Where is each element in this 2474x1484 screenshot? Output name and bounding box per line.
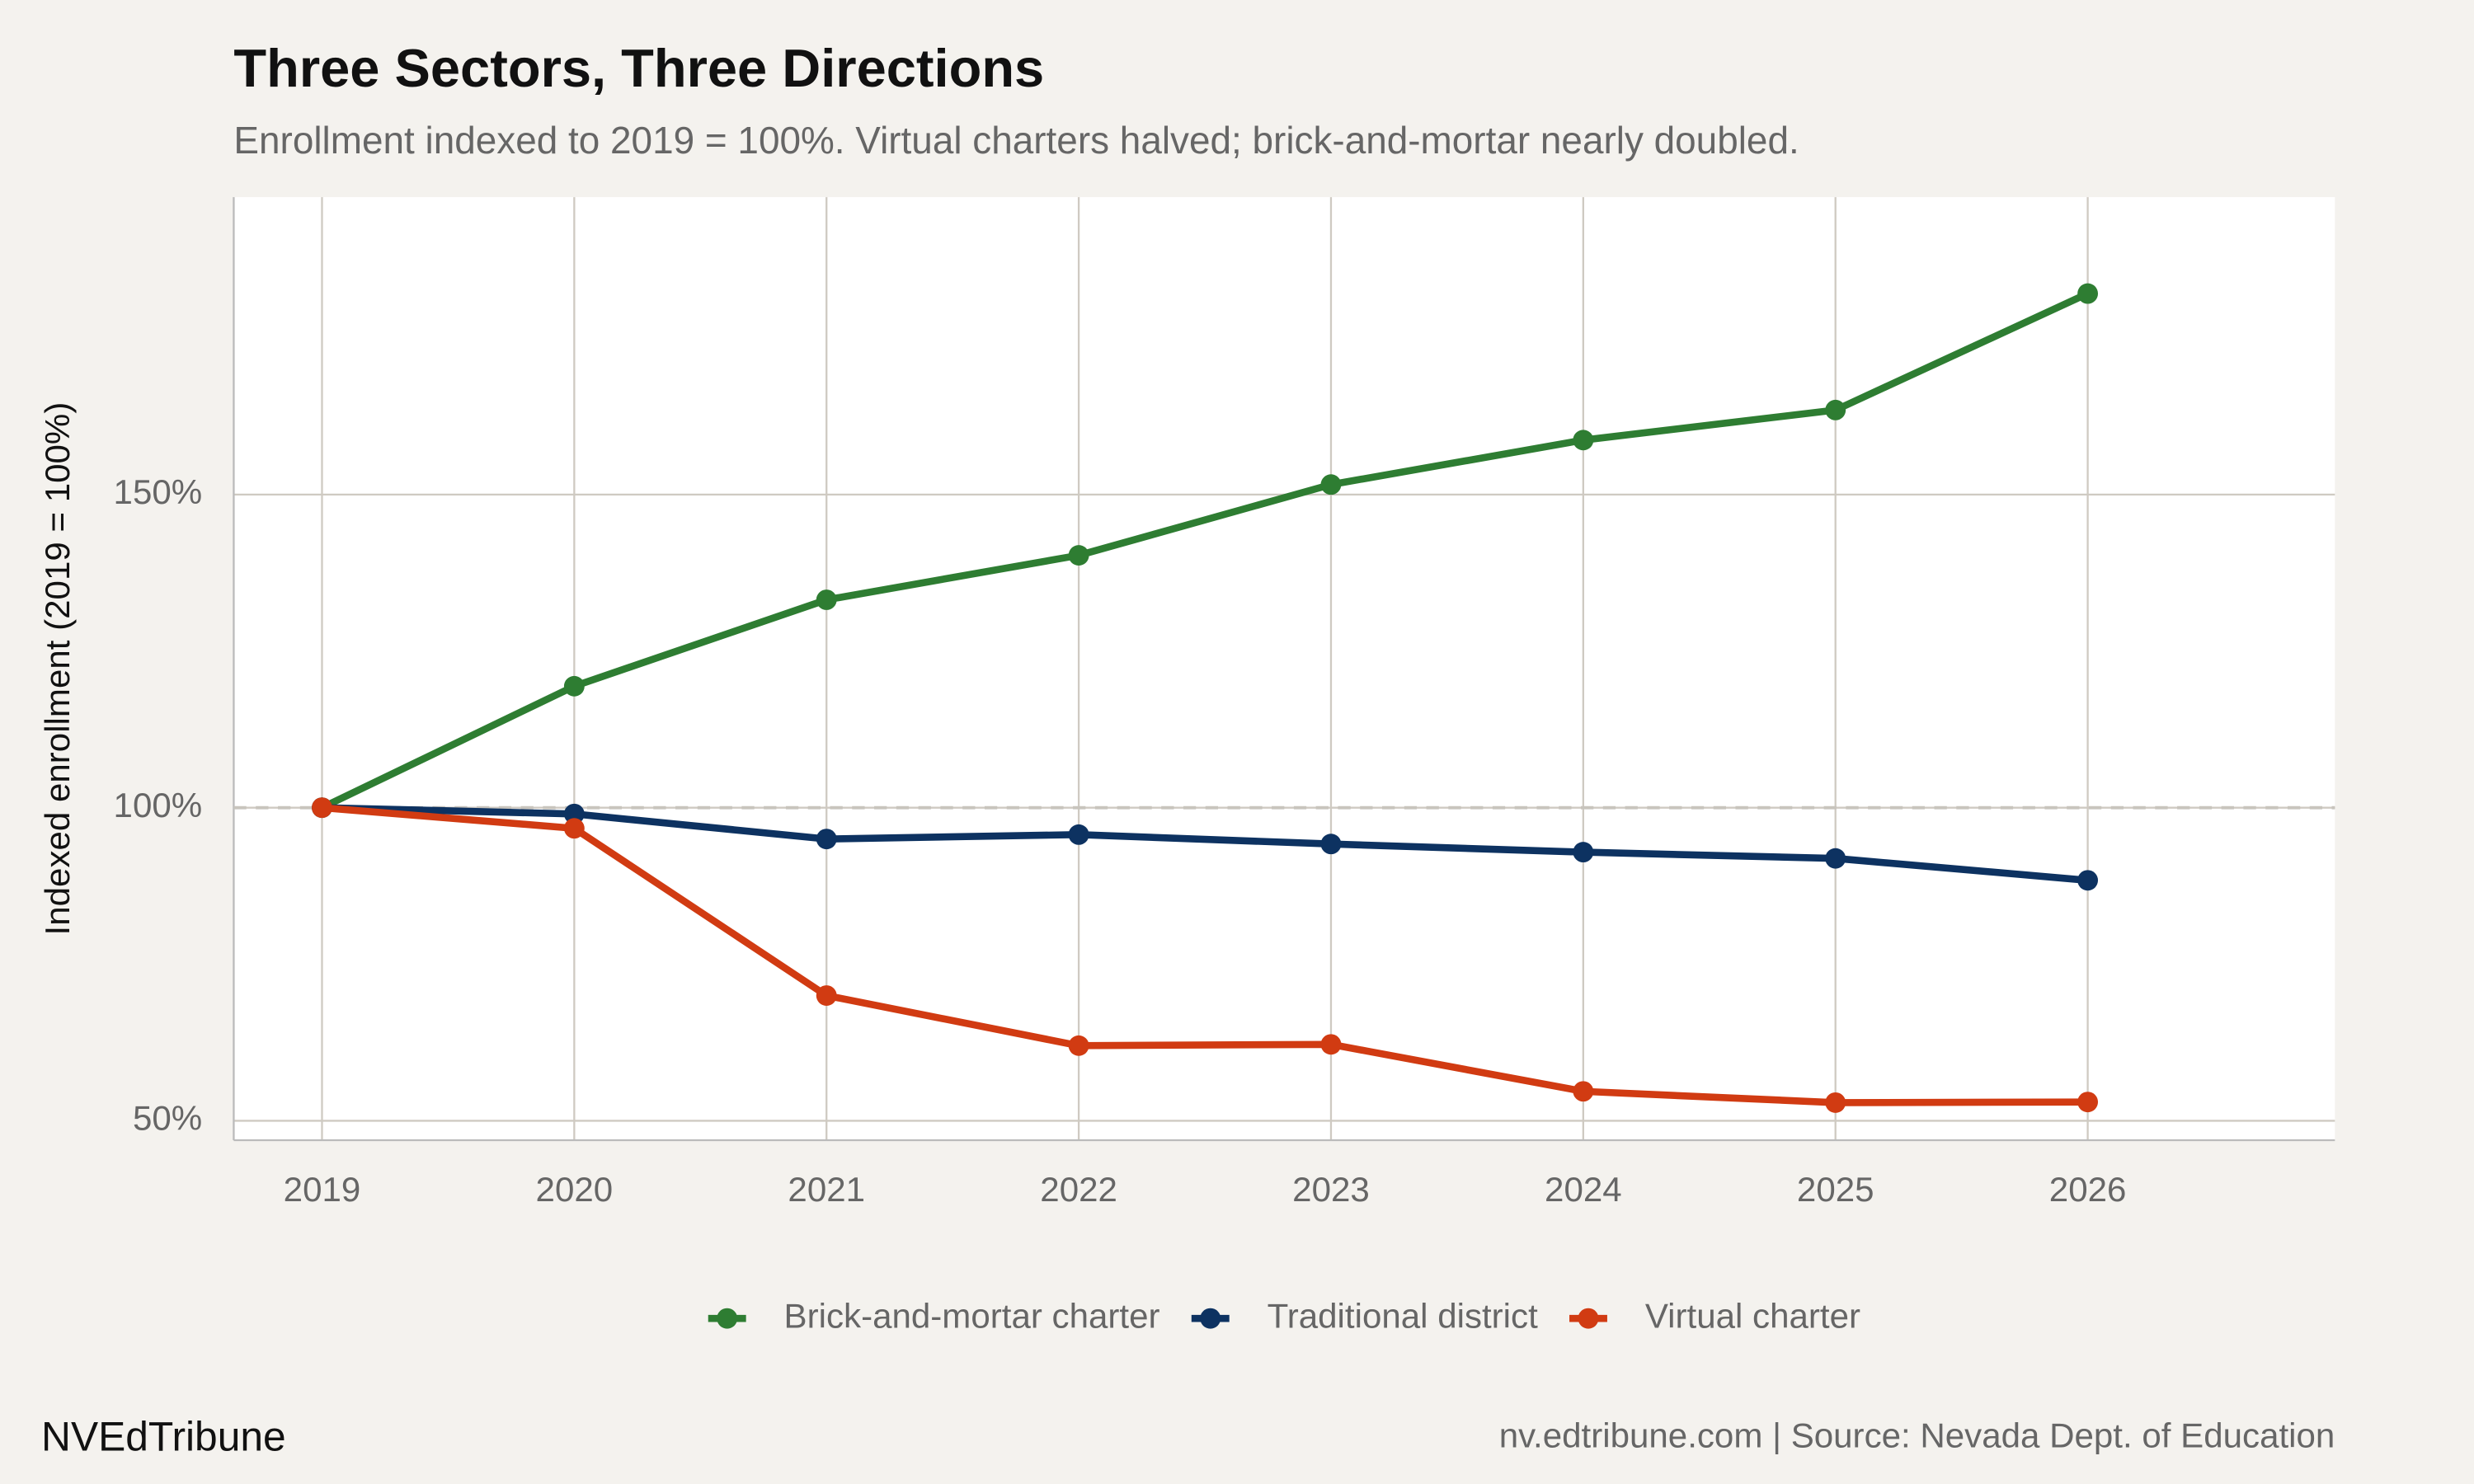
data-point: [1573, 842, 1594, 863]
legend-item: Virtual charter: [1569, 1296, 1860, 1335]
series-line: [322, 804, 2088, 885]
data-point: [1825, 1092, 1846, 1113]
series-line: [320, 290, 2090, 811]
data-point: [2077, 870, 2099, 891]
y-tick-label: 100%: [114, 786, 203, 824]
data-point: [312, 797, 332, 819]
x-tick-label: 2025: [1797, 1170, 1874, 1209]
source-caption: nv.edtribune.com | Source: Nevada Dept. …: [1499, 1416, 2335, 1455]
x-tick-label: 2024: [1545, 1170, 1622, 1209]
x-tick-label: 2026: [2049, 1170, 2127, 1209]
legend-label: Brick-and-mortar charter: [784, 1296, 1160, 1335]
x-tick-label: 2022: [1040, 1170, 1117, 1209]
plot-panel: [233, 197, 2335, 1140]
data-point: [1068, 824, 1089, 845]
data-point: [1573, 1081, 1594, 1102]
legend-label: Virtual charter: [1645, 1296, 1860, 1335]
data-point: [1320, 474, 1342, 495]
data-point: [1825, 399, 1846, 420]
x-tick-label: 2023: [1292, 1170, 1370, 1209]
brand: NVEdTribune: [41, 1414, 286, 1460]
data-point: [1320, 1034, 1342, 1055]
legend-item: Brick-and-mortar charter: [708, 1296, 1160, 1335]
x-tick-label: 2019: [284, 1170, 361, 1209]
y-tick-label: 50%: [133, 1099, 202, 1138]
chart-title: Three Sectors, Three Directions: [233, 38, 1044, 98]
legend: Brick-and-mortar charter Traditional dist…: [708, 1296, 1860, 1335]
data-point: [1320, 834, 1342, 855]
legend-swatch-dot: [1578, 1308, 1599, 1329]
data-point: [1068, 1035, 1089, 1056]
data-point: [563, 818, 585, 839]
data-point: [1825, 848, 1846, 869]
series-line: [322, 804, 2088, 1106]
data-point: [1573, 430, 1594, 451]
data-point: [2077, 283, 2099, 304]
data-point: [816, 985, 837, 1006]
data-point: [816, 589, 837, 610]
legend-swatch-dot: [717, 1308, 738, 1329]
data-point: [816, 829, 837, 850]
grid: 50% 100% 150% 2019 2020 2021 2022 2023 2024 2025 2…: [114, 197, 2335, 1209]
y-axis-label: Indexed enrollment (2019 = 100%): [38, 402, 77, 936]
data-point: [2077, 1092, 2099, 1113]
x-tick-label: 2021: [788, 1170, 865, 1209]
data-point: [563, 803, 585, 824]
legend-item: Traditional district: [1191, 1296, 1538, 1335]
x-tick-label: 2020: [536, 1170, 614, 1209]
legend-label: Traditional district: [1268, 1296, 1538, 1335]
data-point: [1068, 545, 1089, 566]
data-point: [563, 675, 585, 697]
chart-subtitle: Enrollment indexed to 2019 = 100%. Virtu…: [233, 119, 1799, 162]
legend-swatch-dot: [1200, 1308, 1221, 1329]
y-tick-label: 150%: [114, 472, 203, 511]
marks: [312, 283, 2099, 1113]
